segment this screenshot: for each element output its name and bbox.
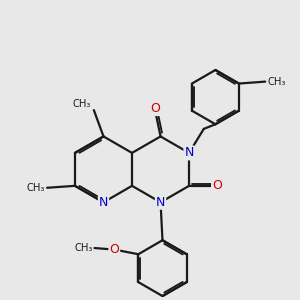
- Text: N: N: [184, 146, 194, 159]
- Text: O: O: [150, 102, 160, 115]
- Text: CH₃: CH₃: [267, 76, 286, 87]
- Text: O: O: [110, 243, 119, 256]
- Text: CH₃: CH₃: [27, 183, 45, 193]
- Text: CH₃: CH₃: [72, 99, 91, 109]
- Text: O: O: [212, 179, 222, 192]
- Text: N: N: [99, 196, 108, 209]
- Text: CH₃: CH₃: [75, 243, 93, 253]
- Text: N: N: [156, 196, 165, 209]
